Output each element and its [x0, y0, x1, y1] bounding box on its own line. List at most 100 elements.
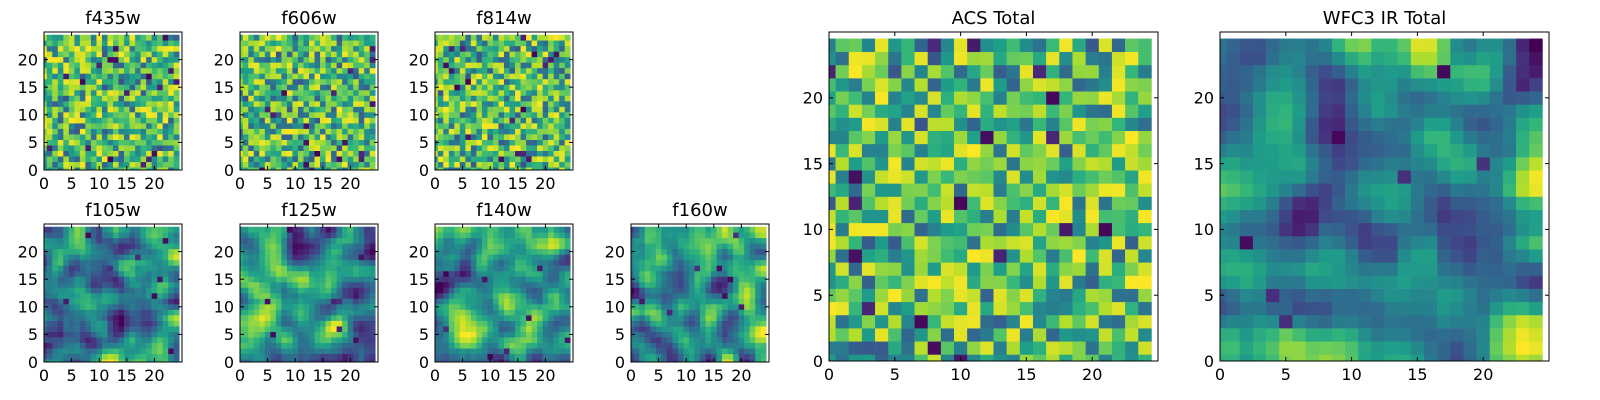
heatmap-cell [124, 320, 130, 327]
heatmap-cell [443, 128, 450, 135]
heatmap-cell [157, 353, 163, 360]
heatmap-cell [744, 254, 750, 261]
heatmap-cell [1072, 249, 1086, 263]
heatmap-cell [162, 84, 169, 91]
heatmap-cell [509, 298, 516, 305]
panel-title: f105w [85, 200, 140, 221]
heatmap-cell [509, 359, 516, 363]
heatmap-cell [437, 117, 444, 124]
heatmap-cell [498, 270, 505, 277]
heatmap-cell [515, 73, 521, 80]
heatmap-cell [90, 156, 97, 163]
heatmap-cell [157, 320, 163, 327]
heatmap-cell [297, 78, 304, 85]
heatmap-cell [677, 243, 684, 250]
heatmap-cell [242, 232, 249, 239]
heatmap-cell [481, 348, 488, 355]
heatmap-cell [677, 276, 684, 283]
heatmap-cell [644, 320, 651, 327]
heatmap-cell [666, 359, 673, 363]
heatmap-cell [113, 117, 119, 124]
heatmap-cell [835, 183, 850, 197]
heatmap-cell [347, 337, 354, 343]
heatmap-cell [914, 235, 928, 250]
y-tick-label: 5 [419, 133, 429, 152]
heatmap-cell [358, 276, 365, 283]
heatmap-cell [275, 161, 282, 168]
heatmap-cell [633, 276, 640, 283]
heatmap-cell [677, 331, 684, 338]
heatmap-cell [901, 275, 915, 289]
heatmap-cell [677, 309, 684, 316]
heatmap-cell [57, 67, 64, 74]
heatmap-cell [470, 298, 477, 305]
heatmap-cell [146, 106, 152, 113]
heatmap-cell [74, 117, 81, 124]
heatmap-cell [320, 265, 326, 272]
heatmap-cell [448, 287, 455, 294]
heatmap-cell [722, 237, 728, 244]
heatmap-cell [101, 281, 108, 288]
heatmap-cell [559, 298, 566, 305]
heatmap-cell [443, 270, 450, 277]
heatmap-cell [253, 359, 260, 363]
heatmap-cell [248, 51, 255, 58]
heatmap-cell [314, 45, 321, 52]
heatmap-cell [85, 145, 92, 151]
heatmap-cell [435, 156, 439, 163]
heatmap-cell [760, 320, 767, 327]
heatmap-cell [63, 123, 70, 129]
heatmap-cell [168, 134, 175, 140]
heatmap-cell [151, 293, 158, 299]
heatmap-cell [286, 281, 293, 288]
heatmap-cell [492, 287, 499, 294]
heatmap-cell [270, 281, 277, 288]
heatmap-cell [437, 101, 444, 107]
heatmap-cell [68, 101, 75, 107]
heatmap-cell [113, 243, 119, 250]
heatmap-cell [347, 73, 354, 80]
heatmap-cell [672, 359, 679, 363]
heatmap-cell [135, 281, 141, 288]
heatmap-cell [292, 331, 299, 338]
heatmap-cell [537, 139, 543, 146]
heatmap-cell [683, 232, 690, 239]
heatmap-cell [129, 128, 136, 135]
heatmap-cell [113, 315, 119, 321]
heatmap-cell [309, 117, 315, 124]
heatmap-cell [448, 353, 455, 360]
heatmap-cell [727, 342, 734, 349]
heatmap-cell [264, 320, 271, 327]
heatmap-cell [336, 150, 343, 157]
heatmap-cell [44, 95, 48, 102]
heatmap-cell [140, 337, 147, 343]
heatmap-cell [487, 232, 494, 239]
heatmap-cell [509, 123, 516, 129]
heatmap-cell [242, 56, 249, 63]
heatmap-cell [135, 117, 141, 124]
heatmap-cell [722, 353, 728, 360]
heatmap-cell [531, 281, 538, 288]
heatmap-cell [364, 320, 371, 327]
heatmap-cell [481, 128, 488, 135]
heatmap-cell [476, 331, 483, 338]
heatmap-cell [248, 353, 255, 360]
heatmap-cell [336, 237, 343, 244]
heatmap-cell [927, 222, 942, 237]
heatmap-cell [639, 226, 646, 233]
heatmap-cell [1032, 275, 1047, 289]
heatmap-cell [157, 150, 163, 157]
heatmap-cell [358, 337, 365, 343]
heatmap-cell [711, 331, 717, 338]
heatmap-cell [755, 359, 762, 363]
heatmap-cell [526, 342, 532, 349]
heatmap-cell [848, 262, 863, 276]
heatmap-cell [135, 315, 141, 321]
heatmap-cell [168, 84, 175, 91]
heatmap-cell [74, 112, 81, 118]
heatmap-cell [760, 348, 767, 355]
heatmap-cell [666, 320, 673, 327]
heatmap-cell [711, 226, 717, 233]
heatmap-cell [118, 353, 125, 360]
heatmap-cell [901, 262, 915, 276]
